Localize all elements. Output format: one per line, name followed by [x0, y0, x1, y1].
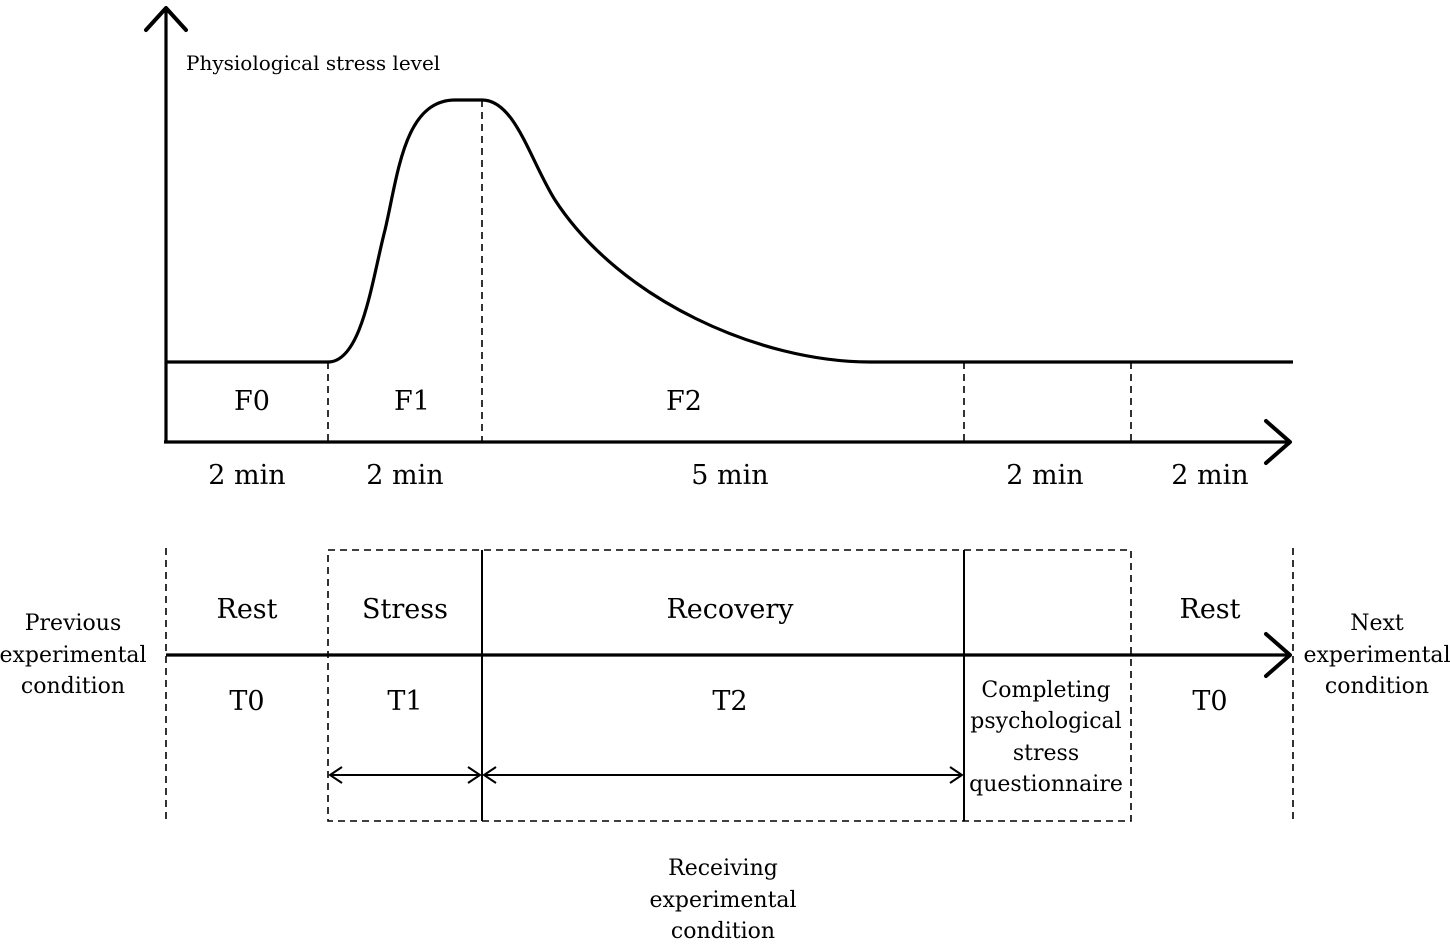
timeline-label-t0-2: T0: [1192, 686, 1227, 717]
phase-label-f1: F1: [394, 386, 430, 417]
stress-span-arrowhead-left: [328, 766, 343, 784]
svg-text:condition: condition: [1325, 674, 1429, 699]
svg-text:questionnaire: questionnaire: [969, 772, 1123, 797]
svg-text:experimental: experimental: [1303, 643, 1450, 668]
svg-text:Previous: Previous: [25, 611, 122, 636]
recovery-span-arrowhead-left: [482, 766, 497, 784]
svg-text:condition: condition: [21, 674, 125, 699]
svg-text:Receiving: Receiving: [668, 856, 778, 881]
phase-label-f0: F0: [234, 386, 270, 417]
phase-label-f2: F2: [666, 386, 702, 417]
svg-text:condition: condition: [671, 919, 775, 944]
y-axis-label: Physiological stress level: [186, 51, 440, 75]
svg-text:Completing: Completing: [981, 678, 1110, 703]
svg-text:stress: stress: [1013, 741, 1079, 766]
questionnaire-label: Completing psychological stress question…: [969, 678, 1123, 797]
timeline-label-rest-1: Rest: [216, 594, 277, 625]
receiving-condition-label: Receiving experimental condition: [649, 856, 796, 944]
recovery-span-arrowhead-right: [949, 766, 964, 784]
experimental-block-box: [327, 549, 1132, 822]
duration-label-3: 5 min: [691, 460, 768, 491]
svg-text:experimental: experimental: [649, 888, 796, 913]
duration-label-5: 2 min: [1171, 460, 1248, 491]
duration-label-4: 2 min: [1006, 460, 1083, 491]
timeline-label-recovery: Recovery: [666, 594, 794, 625]
svg-text:Next: Next: [1350, 611, 1404, 636]
y-axis-arrowhead: [144, 6, 188, 32]
stress-level-curve: [166, 98, 1293, 364]
timeline-label-stress: Stress: [362, 594, 448, 625]
svg-text:experimental: experimental: [0, 643, 147, 668]
timeline-label-t1: T1: [387, 686, 422, 717]
duration-label-2: 2 min: [366, 460, 443, 491]
timeline-label-t2: T2: [712, 686, 747, 717]
next-condition-label: Next experimental condition: [1303, 611, 1450, 699]
timeline-label-t0-1: T0: [229, 686, 264, 717]
duration-label-1: 2 min: [208, 460, 285, 491]
timeline-arrowhead: [1264, 632, 1292, 678]
timeline-label-rest-2: Rest: [1179, 594, 1240, 625]
svg-text:psychological: psychological: [970, 709, 1121, 734]
x-axis-arrowhead: [1264, 419, 1292, 465]
previous-condition-label: Previous experimental condition: [0, 611, 147, 699]
stress-span-arrowhead-right: [467, 766, 482, 784]
